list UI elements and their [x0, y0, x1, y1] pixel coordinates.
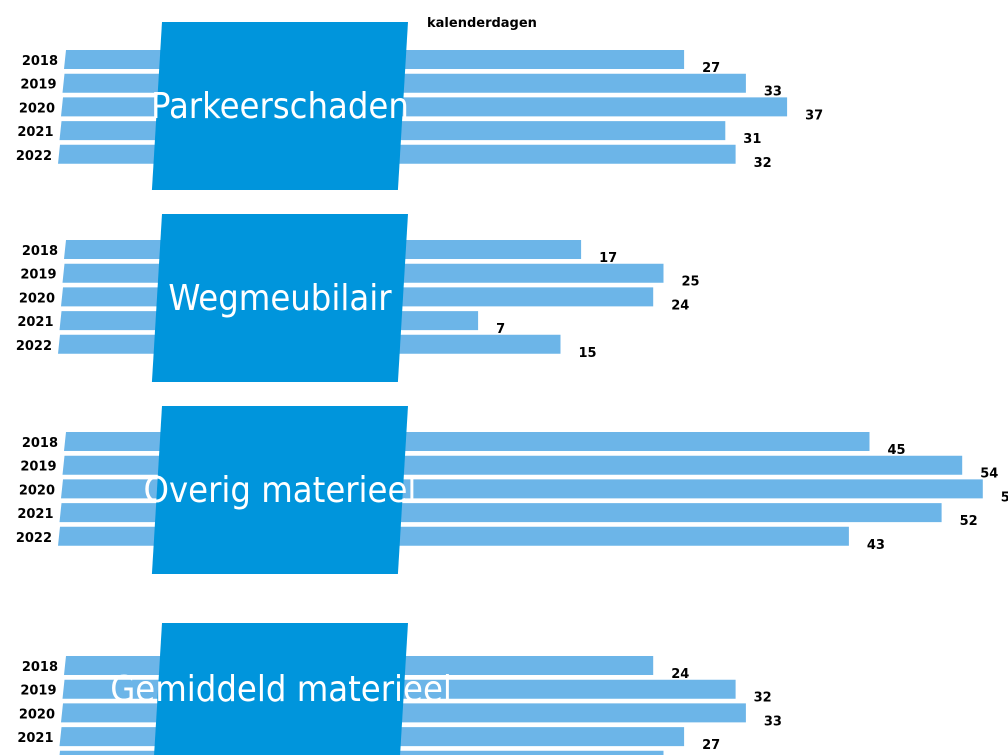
value-label: 24 — [671, 667, 689, 682]
year-label: 2018 — [22, 244, 58, 259]
value-label: 54 — [980, 467, 998, 482]
value-label: 25 — [682, 275, 700, 290]
year-label: 2022 — [16, 149, 52, 164]
panel-title: Wegmeubilair — [168, 278, 392, 319]
year-label: 2019 — [20, 460, 56, 475]
value-label: 33 — [764, 714, 782, 729]
panel — [151, 214, 409, 382]
value-label: 24 — [671, 298, 689, 313]
year-label: 2022 — [16, 339, 52, 354]
group-overig-materieel: 2018 45 2019 54 2020 56 2021 52 2022 43 Overig mat… — [16, 406, 1008, 574]
panel-title: Gemiddeld materieel — [110, 669, 452, 710]
value-label: 15 — [579, 346, 597, 361]
year-label: 2020 — [19, 101, 55, 116]
group-gemiddeld-materieel: 201824201932202033202127202225Gemiddeld … — [16, 623, 782, 755]
panel — [154, 623, 408, 755]
value-label: 27 — [702, 738, 720, 753]
value-label: 37 — [805, 108, 823, 123]
value-label: 45 — [888, 443, 906, 458]
year-label: 2021 — [17, 507, 53, 522]
panel — [151, 406, 409, 574]
year-label: 2021 — [17, 315, 53, 330]
group-parkeerschaden: 2018 27 2019 33 2020 37 2021 31 2022 32 Parkeersch… — [16, 22, 823, 190]
year-label: 2020 — [19, 483, 55, 498]
value-label: 7 — [496, 322, 505, 337]
year-label: 2020 — [19, 707, 55, 722]
value-label: 43 — [867, 538, 885, 553]
value-label: 31 — [743, 132, 761, 147]
year-label: 2018 — [22, 436, 58, 451]
value-label: 56 — [1001, 490, 1008, 505]
chart-groups: 2018 27 2019 33 2020 37 2021 31 2022 32 Parkeersch… — [16, 22, 1008, 755]
year-label: 2019 — [20, 78, 56, 93]
year-label: 2018 — [22, 54, 58, 69]
group-wegmeubilair: 2018 17 2019 25 2020 24 2021 7 2022 15 Wegmeubilai… — [16, 214, 700, 382]
year-label: 2019 — [20, 684, 56, 699]
value-label: 52 — [960, 514, 978, 529]
unit-label: kalenderdagen — [427, 16, 537, 31]
panel-title: Parkeerschaden — [151, 86, 409, 127]
year-label: 2019 — [20, 268, 56, 283]
year-label: 2020 — [19, 291, 55, 306]
panel — [151, 22, 409, 190]
value-label: 17 — [599, 251, 617, 266]
value-label: 33 — [764, 85, 782, 100]
year-label: 2021 — [17, 125, 53, 140]
value-label: 32 — [754, 156, 772, 171]
value-label: 32 — [754, 691, 772, 706]
panel-title: Overig materieel — [143, 470, 416, 511]
year-label: 2022 — [16, 531, 52, 546]
year-label: 2021 — [17, 731, 53, 746]
value-label: 27 — [702, 61, 720, 76]
year-label: 2018 — [22, 660, 58, 675]
